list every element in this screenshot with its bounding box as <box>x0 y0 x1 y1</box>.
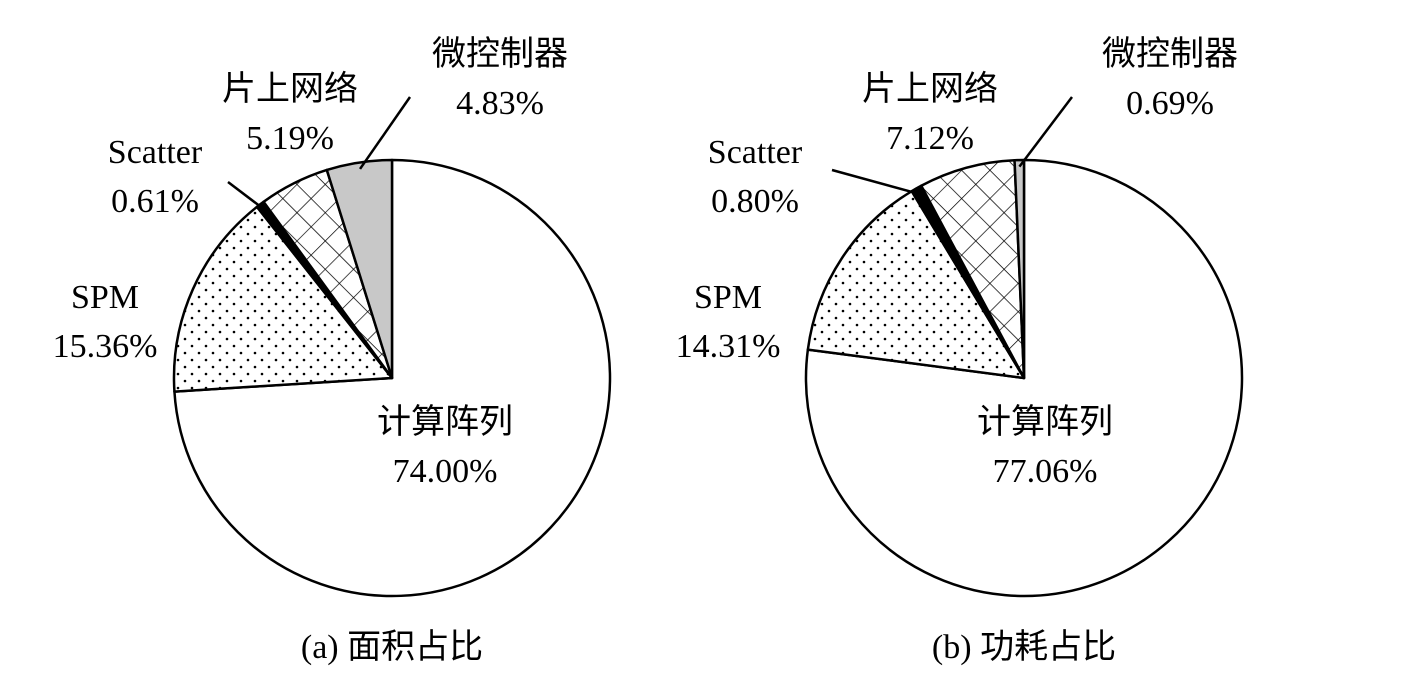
value-label: 77.06% <box>993 453 1098 490</box>
pie-slice <box>806 189 1026 380</box>
leader-line <box>1018 96 1073 168</box>
pie-slice <box>325 158 394 380</box>
leader-line <box>831 168 921 196</box>
value-label: 7.12% <box>886 120 974 157</box>
value-label: 15.36% <box>53 328 158 365</box>
chart-title: (a) 面积占比 <box>301 628 483 666</box>
slice-label: 微控制器 <box>1102 35 1238 73</box>
value-label: 74.00% <box>393 453 498 490</box>
chart-title: (b) 功耗占比 <box>932 628 1116 666</box>
slice-label: 微控制器 <box>432 35 568 73</box>
value-label: 0.61% <box>111 183 199 220</box>
value-label: 0.69% <box>1126 85 1214 122</box>
pie-slice <box>172 205 394 393</box>
value-label: 14.31% <box>676 328 781 365</box>
slice-label: Scatter <box>708 134 803 171</box>
leader-line <box>227 181 265 211</box>
value-label: 5.19% <box>246 120 334 157</box>
slice-label: 片上网络 <box>222 70 358 108</box>
value-label: 4.83% <box>456 85 544 122</box>
slice-label: SPM <box>694 279 762 316</box>
slice-label: SPM <box>71 279 139 316</box>
slice-label: Scatter <box>108 134 203 171</box>
slice-label: 计算阵列 <box>977 403 1113 441</box>
leader-line <box>359 96 412 170</box>
slice-label: 计算阵列 <box>377 403 513 441</box>
slice-label: 片上网络 <box>862 70 998 108</box>
value-label: 0.80% <box>711 183 799 220</box>
